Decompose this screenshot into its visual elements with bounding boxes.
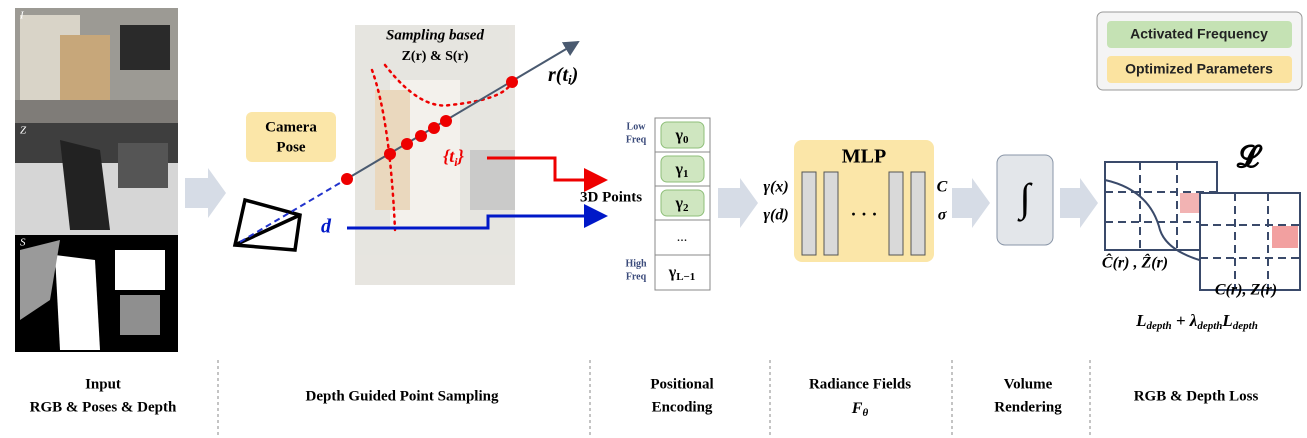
stage-label: Encoding: [652, 399, 713, 415]
samples-label: {ti}: [443, 146, 465, 169]
legend-label: Activated Frequency: [1130, 26, 1268, 42]
pred-label: Ĉ(r) , Ẑ(r): [1102, 253, 1168, 272]
stage-label: RGB & Poses & Depth: [30, 399, 177, 415]
loss-formula: Ldepth + λdepthLdepth: [1135, 311, 1258, 332]
gt-label: C(r), Z(r): [1215, 282, 1277, 299]
high-freq-label: High: [625, 258, 647, 269]
stage-label: Rendering: [994, 399, 1062, 415]
image-label: S: [20, 237, 26, 249]
stage-label: Volume: [1004, 376, 1053, 392]
sampling-subtitle: Z(r) & S(r): [402, 49, 469, 64]
loss-symbol: 𝓛: [1236, 141, 1263, 174]
high-freq-label: Freq: [626, 271, 647, 282]
stage-symbol: Fθ: [851, 400, 869, 419]
stage-label: Input: [85, 376, 121, 392]
stage-label: Positional: [650, 376, 713, 392]
camera-pose-label: Camera: [265, 119, 317, 135]
image-label: Z: [20, 125, 27, 137]
stage-label: RGB & Depth Loss: [1134, 388, 1259, 404]
mlp-dots: · · ·: [850, 204, 877, 224]
stage-label: Depth Guided Point Sampling: [306, 388, 499, 404]
input-images: I Z S: [15, 8, 178, 352]
camera-pose-label: Pose: [276, 139, 306, 155]
encoding-ellipsis: ...: [677, 230, 688, 245]
stage-label: Radiance Fields: [809, 376, 911, 392]
low-freq-label: Low: [627, 121, 647, 132]
ray-label: r(ti): [548, 64, 578, 87]
mlp-input: γ(d): [763, 207, 788, 224]
mlp-output: σ: [938, 207, 947, 224]
legend-label: Optimized Parameters: [1125, 61, 1273, 77]
mlp-input: γ(x): [763, 179, 788, 196]
diagram: I Z S Sampling based Z(r) & S(r) Camera …: [0, 0, 1307, 438]
points-label: 3D Points: [580, 189, 642, 205]
mlp-output: C: [937, 179, 948, 196]
direction-label: d: [321, 216, 332, 238]
sampling-title: Sampling based: [386, 27, 484, 43]
low-freq-label: Freq: [626, 134, 647, 145]
mlp-title: MLP: [842, 146, 886, 168]
